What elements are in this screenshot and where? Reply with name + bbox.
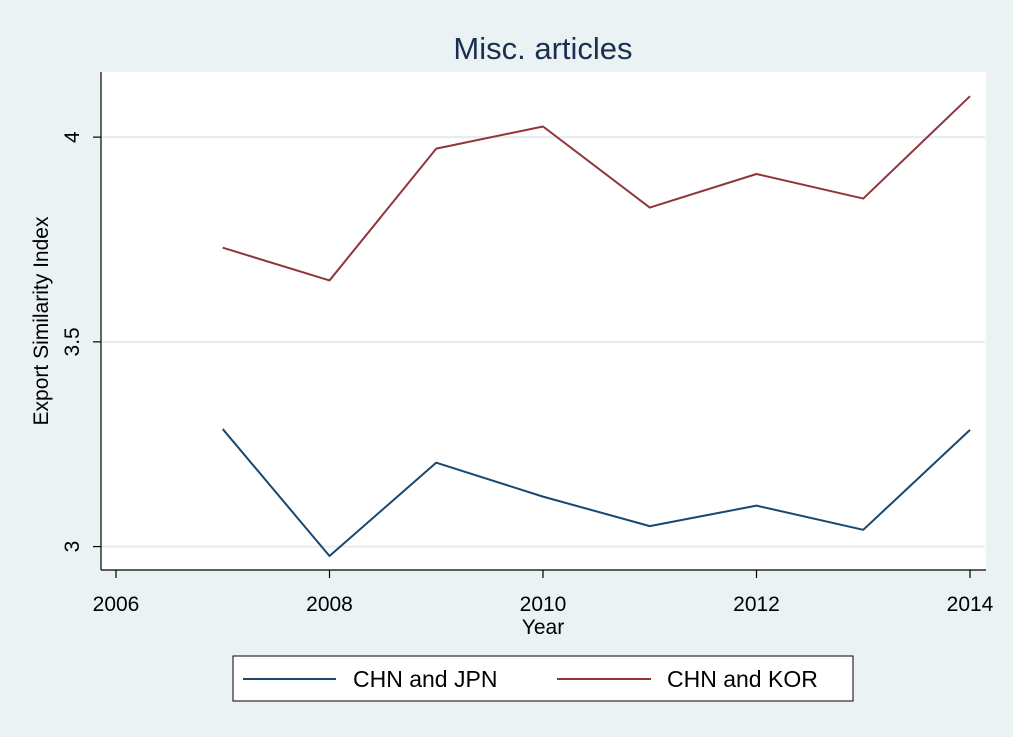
x-tick-label: 2012 [733, 593, 780, 616]
x-tick-label: 2014 [947, 593, 994, 616]
series-lines [221, 95, 971, 557]
x-axis-title: Year [522, 616, 564, 639]
y-axis-title: Export Similarity Index [30, 216, 53, 425]
series-line-chn-and-jpn [221, 428, 971, 557]
y-axis-ticks: 33.54 [61, 131, 101, 552]
x-axis-ticks: 2006 2008 2010 2012 2014 [93, 570, 994, 616]
series-line-chn-and-kor [222, 95, 971, 282]
legend-label-chn-jpn: CHN and JPN [353, 666, 497, 692]
x-tick-label: 2006 [93, 593, 140, 616]
x-tick-label: 2010 [520, 593, 567, 616]
legend: CHN and JPN CHN and KOR [232, 655, 854, 702]
legend-label-chn-kor: CHN and KOR [667, 666, 818, 692]
y-tick-label: 3.5 [61, 327, 84, 356]
gridlines [102, 136, 985, 548]
x-tick-label: 2008 [306, 593, 353, 616]
chart-title: Misc. articles [453, 31, 632, 66]
legend-box [232, 655, 854, 702]
plot-area [101, 72, 986, 570]
y-tick-label: 4 [61, 131, 84, 143]
y-tick-label: 3 [61, 541, 84, 553]
